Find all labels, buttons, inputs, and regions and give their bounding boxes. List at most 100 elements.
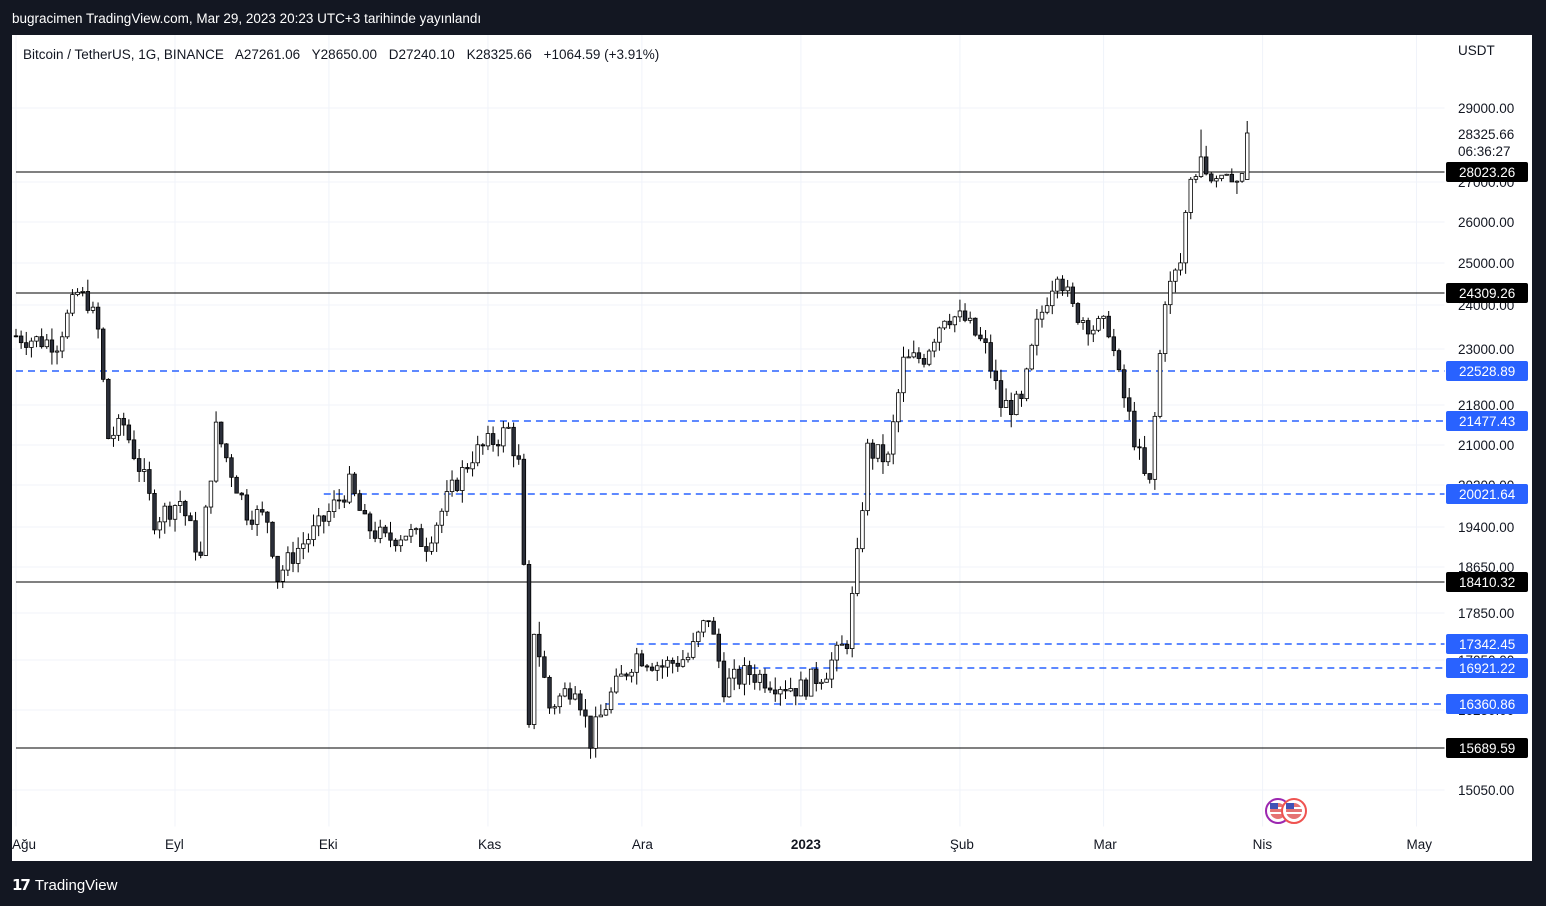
candle [629, 668, 634, 683]
candle [75, 288, 80, 297]
candle [1014, 390, 1019, 416]
candle [583, 698, 588, 728]
candle [1214, 175, 1219, 188]
time-tick-a-u: Ağu [12, 837, 36, 852]
candle [542, 650, 547, 679]
price-chart[interactable]: 29000.0027000.0026000.0025000.0024000.00… [12, 35, 1532, 861]
candle [1009, 392, 1014, 428]
candle [480, 443, 486, 455]
candle [388, 521, 393, 548]
candle [321, 514, 326, 534]
candle [203, 504, 209, 556]
time-tick-may: May [1406, 837, 1432, 852]
candle [1178, 253, 1183, 276]
candle [1034, 309, 1040, 356]
candle [670, 657, 675, 674]
candle [1132, 401, 1137, 451]
economic-events-icon[interactable] [1265, 798, 1307, 824]
tradingview-logo[interactable]: 17 TradingView [12, 876, 117, 894]
candle [644, 664, 650, 672]
price-tick-29000-00: 29000.00 [1458, 101, 1514, 116]
publish-caption: bugracimen TradingView.com, Mar 29, 2023… [12, 11, 482, 26]
candle [1193, 174, 1199, 184]
candle [598, 704, 604, 718]
level-badge-15689-59: 15689.59 [1446, 738, 1528, 758]
candle [398, 535, 403, 552]
candle [608, 687, 614, 714]
candle [1070, 282, 1075, 308]
candle [808, 668, 814, 697]
candle [90, 301, 96, 314]
tradingview-mark-icon: 17 [12, 876, 31, 894]
candle [424, 537, 429, 562]
price-tick-15050-00: 15050.00 [1458, 783, 1514, 798]
candle [419, 523, 424, 547]
candle [290, 541, 296, 573]
candle [1050, 280, 1055, 315]
candle [844, 640, 850, 655]
candle [485, 425, 491, 451]
price-tick-21800-00: 21800.00 [1458, 398, 1514, 413]
candle [531, 633, 537, 730]
candle [829, 652, 834, 689]
candle [49, 328, 55, 365]
candle [44, 333, 49, 349]
chart-panel[interactable]: 29000.00 27000.00 26000.00 25000.00 24000.00… [12, 35, 1532, 861]
candle [111, 426, 116, 447]
candle [1137, 438, 1142, 460]
candle [701, 619, 706, 638]
candle [737, 665, 742, 690]
candle [121, 412, 126, 436]
candle [80, 286, 85, 297]
candle [408, 523, 414, 543]
candle [18, 330, 24, 349]
candle [588, 715, 593, 759]
candle [193, 511, 198, 561]
candle [116, 414, 121, 441]
candle [732, 659, 737, 691]
candle [839, 635, 845, 646]
price-axis[interactable]: 29000.0027000.0026000.0025000.0024000.00… [1458, 101, 1514, 798]
candle [788, 677, 793, 693]
candle [208, 480, 214, 514]
time-axis[interactable]: Ağu Eyl Eki Kas Ara 2023 Şub Mar Nis May [12, 837, 1432, 852]
candle [131, 430, 137, 461]
candle [357, 489, 362, 511]
svg-text:24309.26: 24309.26 [1459, 286, 1515, 301]
legend-high: Y28650.00 [312, 47, 377, 62]
candle [921, 353, 927, 368]
candle [572, 686, 578, 701]
candle [59, 331, 65, 359]
candle [824, 672, 829, 683]
candle [331, 490, 337, 518]
candle [393, 538, 398, 552]
candle [234, 475, 239, 494]
candle [716, 628, 722, 669]
candle [213, 411, 219, 483]
price-tick-18650-00: 18650.00 [1458, 560, 1514, 575]
candle [1111, 328, 1117, 357]
candle [29, 337, 34, 358]
candle [952, 315, 957, 333]
candle [224, 443, 229, 463]
candle [891, 414, 896, 465]
candle [742, 657, 747, 696]
candle [460, 460, 465, 503]
candle [501, 421, 506, 453]
svg-text:16921.22: 16921.22 [1459, 661, 1515, 676]
candle [680, 650, 686, 668]
candle [896, 389, 901, 433]
level-badge-17342-45: 17342.45 [1446, 634, 1528, 654]
candle [778, 686, 783, 706]
candle [634, 647, 639, 685]
candle [1101, 315, 1106, 329]
candle [967, 311, 973, 324]
candle [378, 519, 383, 544]
legend-open: A27261.06 [235, 47, 300, 62]
candle [95, 302, 101, 339]
candle [978, 327, 983, 342]
level-badge-18410-32: 18410.32 [1446, 572, 1528, 592]
candle [198, 541, 203, 559]
candle [855, 537, 860, 597]
candle [39, 328, 44, 349]
